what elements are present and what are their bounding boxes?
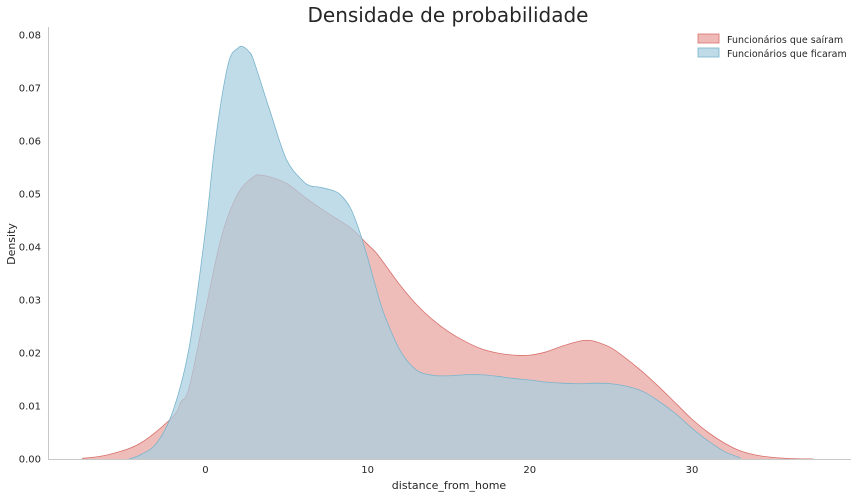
density-area-ficaram-edge: [128, 45, 741, 460]
y-tick-label: 0.02: [19, 349, 41, 360]
x-tick-label: 0: [202, 465, 208, 476]
legend: Funcionários que saíram Funcionários que…: [697, 33, 847, 60]
x-tick-label: 30: [686, 465, 699, 476]
y-tick-label: 0.07: [19, 84, 41, 95]
y-tick-label: 0.05: [19, 190, 41, 201]
legend-label-ficaram: Funcionários que ficaram: [727, 49, 847, 60]
y-tick-label: 0.03: [19, 296, 41, 307]
y-tick-label: 0.00: [19, 455, 41, 466]
x-tick-labels: 0 10 20 30: [202, 465, 698, 476]
legend-swatch-ficaram: [697, 47, 720, 58]
legend-label-saíram: Funcionários que saíram: [727, 35, 843, 46]
y-tick-label: 0.06: [19, 137, 41, 148]
y-tick-labels: 0.00 0.01 0.02 0.03 0.04 0.05 0.06 0.07 0.08: [19, 31, 41, 466]
plot-area: [82, 45, 814, 460]
y-tick-label: 0.04: [19, 243, 41, 254]
y-tick-label: 0.01: [19, 402, 41, 413]
chart-title: Densidade de probabilidade: [307, 3, 588, 27]
x-tick-label: 20: [523, 465, 536, 476]
y-tick-label: 0.08: [19, 31, 41, 42]
x-axis-label: distance_from_home: [392, 479, 507, 492]
density-area-ficaram: [129, 46, 741, 459]
x-tick-label: 10: [361, 465, 374, 476]
y-axis-label: Density: [5, 223, 18, 265]
legend-swatch-saíram: [697, 33, 720, 44]
